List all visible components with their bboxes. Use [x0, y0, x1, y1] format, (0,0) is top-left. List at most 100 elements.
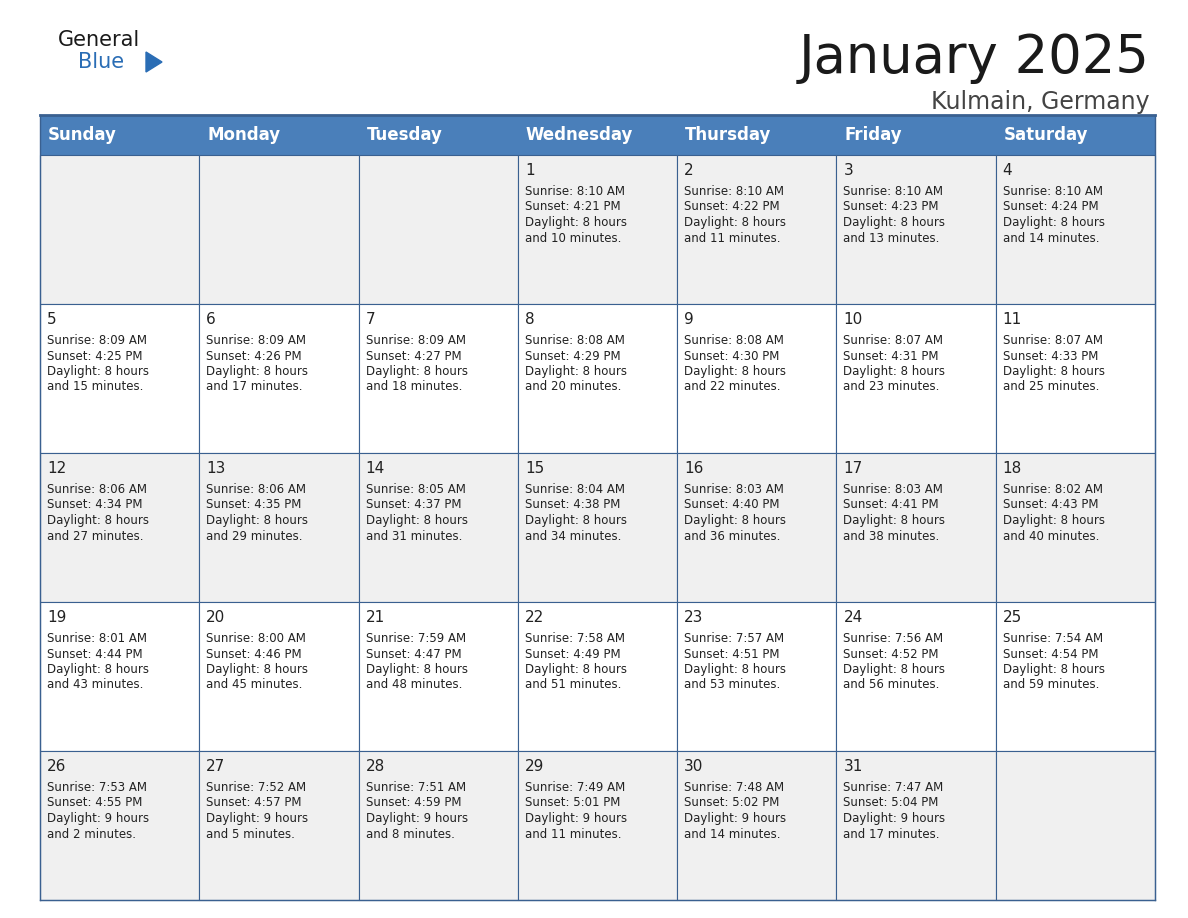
Text: Sunset: 4:43 PM: Sunset: 4:43 PM [1003, 498, 1098, 511]
Text: Sunset: 4:34 PM: Sunset: 4:34 PM [48, 498, 143, 511]
Text: Sunset: 4:59 PM: Sunset: 4:59 PM [366, 797, 461, 810]
Text: Sunset: 4:30 PM: Sunset: 4:30 PM [684, 350, 779, 363]
Text: Sunrise: 7:53 AM: Sunrise: 7:53 AM [48, 781, 147, 794]
Text: Sunset: 4:55 PM: Sunset: 4:55 PM [48, 797, 143, 810]
Text: 31: 31 [843, 759, 862, 774]
Text: 12: 12 [48, 461, 67, 476]
Text: Daylight: 8 hours: Daylight: 8 hours [1003, 216, 1105, 229]
Text: and 48 minutes.: and 48 minutes. [366, 678, 462, 691]
Text: Sunset: 4:26 PM: Sunset: 4:26 PM [207, 350, 302, 363]
Text: Sunset: 4:38 PM: Sunset: 4:38 PM [525, 498, 620, 511]
Text: 1: 1 [525, 163, 535, 178]
Bar [518, 155, 677, 304]
Bar [996, 453, 1155, 602]
Text: 3: 3 [843, 163, 853, 178]
Text: Daylight: 8 hours: Daylight: 8 hours [207, 365, 308, 378]
Text: and 17 minutes.: and 17 minutes. [207, 380, 303, 394]
Text: Sunset: 4:40 PM: Sunset: 4:40 PM [684, 498, 779, 511]
Text: 5: 5 [48, 312, 57, 327]
Text: Daylight: 8 hours: Daylight: 8 hours [366, 365, 468, 378]
Text: and 51 minutes.: and 51 minutes. [525, 678, 621, 691]
Text: Sunset: 4:23 PM: Sunset: 4:23 PM [843, 200, 939, 214]
Text: Daylight: 8 hours: Daylight: 8 hours [48, 365, 148, 378]
Text: and 2 minutes.: and 2 minutes. [48, 827, 135, 841]
Text: Kulmain, Germany: Kulmain, Germany [931, 90, 1150, 114]
Text: Sunset: 4:35 PM: Sunset: 4:35 PM [207, 498, 302, 511]
Text: Daylight: 8 hours: Daylight: 8 hours [1003, 663, 1105, 676]
Text: General: General [58, 30, 140, 50]
Text: Sunrise: 8:10 AM: Sunrise: 8:10 AM [525, 185, 625, 198]
Text: and 13 minutes.: and 13 minutes. [843, 231, 940, 244]
Text: Sunrise: 8:05 AM: Sunrise: 8:05 AM [366, 483, 466, 496]
Text: Sunrise: 8:04 AM: Sunrise: 8:04 AM [525, 483, 625, 496]
Text: and 20 minutes.: and 20 minutes. [525, 380, 621, 394]
Bar [518, 751, 677, 900]
Bar [359, 751, 518, 900]
Text: 16: 16 [684, 461, 703, 476]
Text: 25: 25 [1003, 610, 1022, 625]
Text: 15: 15 [525, 461, 544, 476]
Text: Daylight: 8 hours: Daylight: 8 hours [525, 663, 627, 676]
Text: and 17 minutes.: and 17 minutes. [843, 827, 940, 841]
Text: 19: 19 [48, 610, 67, 625]
Text: and 27 minutes.: and 27 minutes. [48, 530, 144, 543]
Text: Daylight: 8 hours: Daylight: 8 hours [684, 216, 786, 229]
Text: Sunrise: 7:52 AM: Sunrise: 7:52 AM [207, 781, 307, 794]
Text: and 11 minutes.: and 11 minutes. [684, 231, 781, 244]
Bar [518, 602, 677, 751]
Text: Daylight: 9 hours: Daylight: 9 hours [366, 812, 468, 825]
Text: 28: 28 [366, 759, 385, 774]
Text: and 15 minutes.: and 15 minutes. [48, 380, 144, 394]
Text: Sunrise: 8:01 AM: Sunrise: 8:01 AM [48, 632, 147, 645]
Bar [836, 155, 996, 304]
Bar [996, 155, 1155, 304]
Bar [836, 453, 996, 602]
Text: Sunrise: 7:59 AM: Sunrise: 7:59 AM [366, 632, 466, 645]
Text: Sunrise: 8:02 AM: Sunrise: 8:02 AM [1003, 483, 1102, 496]
Text: Sunset: 5:01 PM: Sunset: 5:01 PM [525, 797, 620, 810]
Text: 29: 29 [525, 759, 544, 774]
Text: Sunrise: 7:57 AM: Sunrise: 7:57 AM [684, 632, 784, 645]
Text: 4: 4 [1003, 163, 1012, 178]
Text: 26: 26 [48, 759, 67, 774]
Bar [518, 115, 677, 155]
Text: Friday: Friday [845, 126, 902, 144]
Text: Sunset: 4:21 PM: Sunset: 4:21 PM [525, 200, 620, 214]
Bar [996, 602, 1155, 751]
Text: Sunset: 4:47 PM: Sunset: 4:47 PM [366, 647, 461, 660]
Text: Sunset: 4:24 PM: Sunset: 4:24 PM [1003, 200, 1099, 214]
Text: Sunset: 4:22 PM: Sunset: 4:22 PM [684, 200, 779, 214]
Text: Daylight: 8 hours: Daylight: 8 hours [843, 216, 946, 229]
Bar [200, 453, 359, 602]
Text: 21: 21 [366, 610, 385, 625]
Text: Monday: Monday [207, 126, 280, 144]
Text: Daylight: 8 hours: Daylight: 8 hours [525, 514, 627, 527]
Text: 30: 30 [684, 759, 703, 774]
Bar [996, 304, 1155, 453]
Text: and 56 minutes.: and 56 minutes. [843, 678, 940, 691]
Bar [677, 304, 836, 453]
Text: and 40 minutes.: and 40 minutes. [1003, 530, 1099, 543]
Text: and 45 minutes.: and 45 minutes. [207, 678, 303, 691]
Text: 20: 20 [207, 610, 226, 625]
Text: Sunset: 4:57 PM: Sunset: 4:57 PM [207, 797, 302, 810]
Text: Daylight: 8 hours: Daylight: 8 hours [843, 663, 946, 676]
Text: Sunrise: 8:00 AM: Sunrise: 8:00 AM [207, 632, 307, 645]
Text: 24: 24 [843, 610, 862, 625]
Text: Daylight: 8 hours: Daylight: 8 hours [684, 663, 786, 676]
Text: Sunrise: 7:56 AM: Sunrise: 7:56 AM [843, 632, 943, 645]
Text: Sunrise: 8:09 AM: Sunrise: 8:09 AM [207, 334, 307, 347]
Text: January 2025: January 2025 [800, 32, 1150, 84]
Bar [677, 751, 836, 900]
Text: and 23 minutes.: and 23 minutes. [843, 380, 940, 394]
Bar [40, 155, 200, 304]
Text: 23: 23 [684, 610, 703, 625]
Bar [518, 453, 677, 602]
Text: Sunrise: 8:10 AM: Sunrise: 8:10 AM [843, 185, 943, 198]
Text: Sunset: 4:27 PM: Sunset: 4:27 PM [366, 350, 461, 363]
Bar [359, 602, 518, 751]
Text: and 29 minutes.: and 29 minutes. [207, 530, 303, 543]
Text: and 25 minutes.: and 25 minutes. [1003, 380, 1099, 394]
Text: Sunrise: 8:06 AM: Sunrise: 8:06 AM [207, 483, 307, 496]
Text: 2: 2 [684, 163, 694, 178]
